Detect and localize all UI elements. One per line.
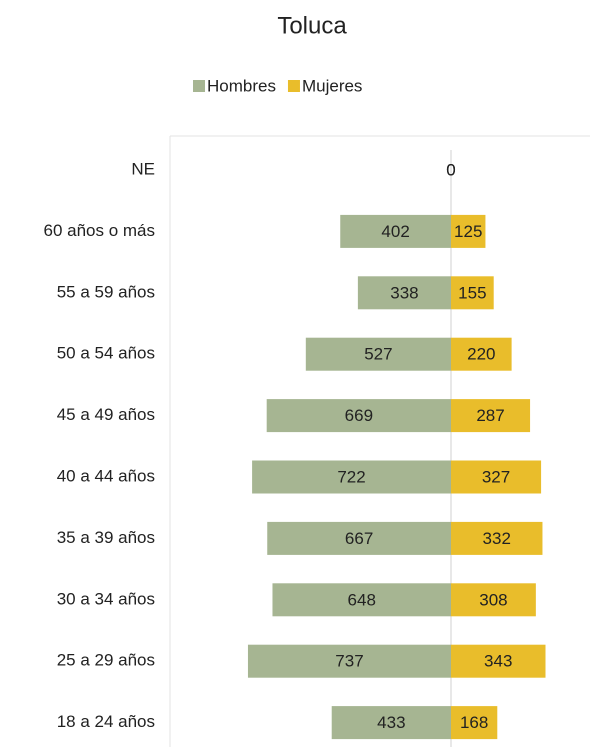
data-label: 343 xyxy=(484,652,512,671)
y-tick-label: 60 años o más xyxy=(43,221,155,240)
data-label: 327 xyxy=(482,467,510,486)
bar xyxy=(357,276,451,310)
chart-title: Toluca xyxy=(277,12,347,39)
y-tick-label: 25 a 29 años xyxy=(57,651,155,670)
data-label: 527 xyxy=(364,345,392,364)
data-label: 669 xyxy=(345,406,373,425)
bar xyxy=(451,460,542,494)
data-label: 332 xyxy=(483,529,511,548)
bar xyxy=(305,337,451,371)
y-tick-label: 40 a 44 años xyxy=(57,466,155,485)
data-label: 648 xyxy=(348,590,376,609)
bar xyxy=(451,521,543,555)
bar xyxy=(247,644,451,678)
data-label: 737 xyxy=(335,652,363,671)
data-label: 338 xyxy=(390,283,418,302)
bar xyxy=(451,706,498,740)
y-tick-label: 55 a 59 años xyxy=(57,282,155,301)
y-tick-label: 18 a 24 años xyxy=(57,712,155,731)
bar xyxy=(331,706,451,740)
data-label: 0 xyxy=(446,160,455,179)
y-tick-label: NE xyxy=(131,159,155,178)
bar xyxy=(267,521,451,555)
legend-label: Mujeres xyxy=(302,76,362,95)
data-label: 402 xyxy=(381,222,409,241)
legend-swatch xyxy=(193,80,205,92)
y-tick-label: 35 a 39 años xyxy=(57,528,155,547)
bar xyxy=(451,583,536,617)
data-label: 287 xyxy=(476,406,504,425)
y-tick-label: 50 a 54 años xyxy=(57,344,155,363)
bar xyxy=(451,276,494,310)
data-label: 433 xyxy=(377,713,405,732)
data-label: 0 xyxy=(446,160,455,179)
data-label: 168 xyxy=(460,713,488,732)
legend-label: Hombres xyxy=(207,76,276,95)
data-label: 308 xyxy=(479,590,507,609)
bar xyxy=(451,214,486,248)
bar xyxy=(451,644,546,678)
bar xyxy=(272,583,451,617)
data-label: 125 xyxy=(454,222,482,241)
bar xyxy=(340,214,451,248)
data-label: 155 xyxy=(458,283,486,302)
y-tick-label: 30 a 34 años xyxy=(57,589,155,608)
bar xyxy=(252,460,451,494)
data-label: 220 xyxy=(467,345,495,364)
data-label: 667 xyxy=(345,529,373,548)
y-tick-label: 45 a 49 años xyxy=(57,405,155,424)
bar xyxy=(451,337,512,371)
bar xyxy=(266,399,451,433)
data-label: 722 xyxy=(337,467,365,486)
legend-swatch xyxy=(287,80,300,92)
bar xyxy=(451,399,531,433)
